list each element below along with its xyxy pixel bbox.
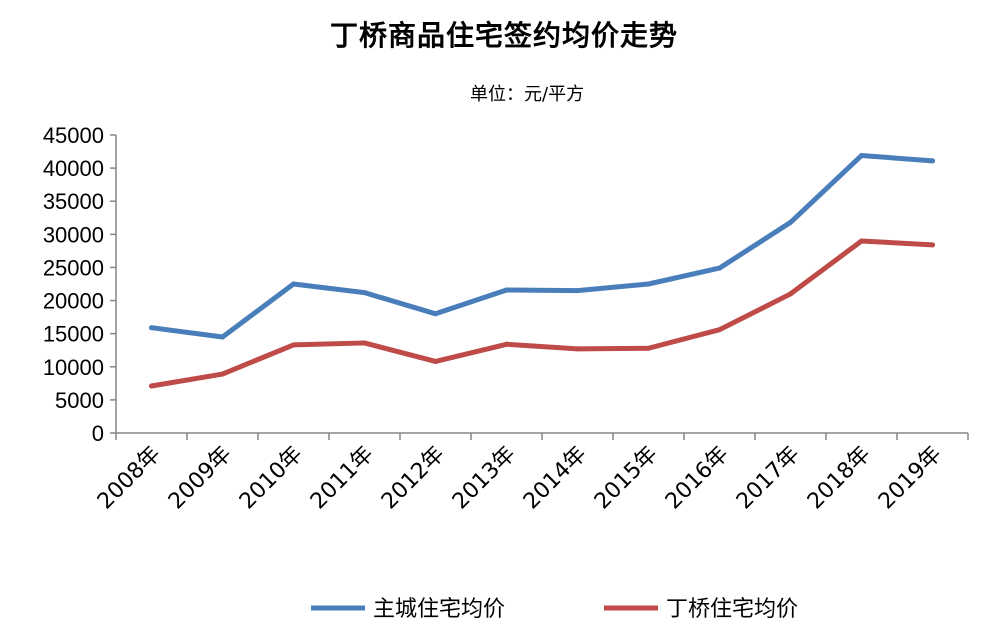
- data-point: [788, 291, 793, 297]
- data-point: [646, 281, 651, 287]
- x-tick-label: 2011年: [306, 442, 379, 515]
- data-point: [433, 358, 438, 364]
- series-lines: [149, 153, 935, 389]
- legend-label-1: 丁桥住宅均价: [666, 597, 798, 622]
- y-tick-label: 40000: [43, 156, 104, 181]
- data-point: [504, 287, 509, 293]
- legend-label-0: 主城住宅均价: [373, 597, 505, 622]
- x-tick-label: 2013年: [448, 442, 521, 515]
- data-point: [930, 158, 935, 164]
- x-tick-label: 2019年: [874, 442, 947, 515]
- data-point: [149, 383, 154, 389]
- data-point: [930, 242, 935, 248]
- x-axis-ticks: 2008年2009年2010年2011年2012年2013年2014年2015年…: [93, 433, 969, 515]
- y-tick-label: 30000: [43, 222, 104, 247]
- data-point: [859, 153, 864, 159]
- data-point: [646, 345, 651, 351]
- y-tick-label: 5000: [55, 388, 104, 413]
- y-tick-label: 45000: [43, 123, 104, 148]
- y-tick-label: 0: [92, 421, 104, 446]
- chart-unit-subtitle: 单位：元/平方: [470, 84, 585, 105]
- y-tick-label: 25000: [43, 255, 104, 280]
- data-point: [362, 340, 367, 346]
- x-tick-label: 2014年: [519, 442, 592, 515]
- data-point: [149, 325, 154, 331]
- data-point: [362, 290, 367, 296]
- chart-title: 丁桥商品住宅签约均价走势: [329, 19, 678, 52]
- data-point: [220, 371, 225, 377]
- x-tick-label: 2008年: [93, 442, 166, 515]
- data-point: [291, 342, 296, 348]
- series-line-1: [149, 238, 935, 389]
- y-tick-label: 15000: [43, 322, 104, 347]
- y-tick-label: 35000: [43, 189, 104, 214]
- data-point: [575, 346, 580, 352]
- y-axis-ticks: 0 5000 10000 15000 20000 25000 30000 35000 40000…: [43, 123, 116, 446]
- x-tick-label: 2016年: [661, 442, 734, 515]
- data-point: [220, 334, 225, 340]
- legend: 主城住宅均价 丁桥住宅均价: [311, 597, 798, 622]
- data-point: [291, 281, 296, 287]
- data-point: [433, 311, 438, 317]
- data-point: [859, 238, 864, 244]
- data-point: [575, 288, 580, 294]
- series-line-0: [149, 153, 935, 340]
- data-point: [717, 265, 722, 271]
- data-point: [504, 341, 509, 347]
- x-tick-label: 2018年: [803, 442, 876, 515]
- x-tick-label: 2010年: [235, 442, 308, 515]
- x-tick-label: 2017年: [732, 442, 805, 515]
- x-tick-label: 2015年: [590, 442, 663, 515]
- y-tick-label: 20000: [43, 289, 104, 314]
- data-point: [788, 219, 793, 225]
- y-tick-label: 10000: [43, 355, 104, 380]
- x-tick-label: 2012年: [377, 442, 450, 515]
- data-point: [717, 327, 722, 333]
- x-tick-label: 2009年: [164, 442, 237, 515]
- chart-axes: [115, 135, 968, 434]
